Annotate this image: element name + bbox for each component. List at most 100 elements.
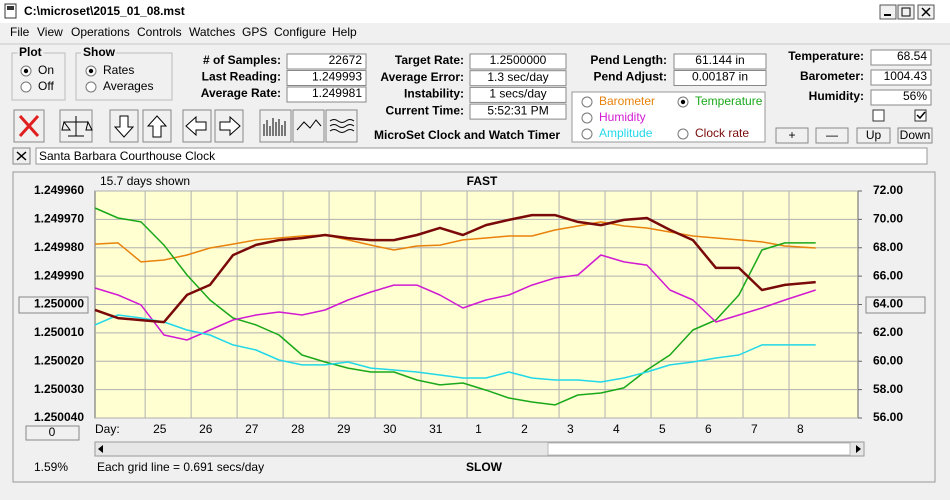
text-field[interactable] bbox=[286, 86, 367, 103]
radio-button[interactable] bbox=[581, 112, 593, 124]
y-tick-label: 1.250020 bbox=[34, 353, 84, 367]
text-field[interactable] bbox=[870, 49, 932, 66]
waves-icon bbox=[329, 119, 355, 133]
radio-dot bbox=[88, 68, 94, 74]
series-line bbox=[94, 314, 816, 383]
y2-tick-label: 56.00 bbox=[873, 410, 903, 424]
series-line bbox=[94, 207, 816, 406]
x-tick-label: 5 bbox=[659, 422, 666, 436]
field-label: # of Samples: bbox=[203, 53, 281, 67]
radio-label: Rates bbox=[103, 63, 134, 77]
y-tick-label: 1.250010 bbox=[34, 325, 84, 339]
grid-note: Each grid line = 0.691 secs/day bbox=[97, 460, 264, 474]
radio-button[interactable] bbox=[20, 81, 32, 93]
text-field[interactable] bbox=[469, 70, 567, 87]
group-title: Show bbox=[83, 45, 116, 59]
radio-dot bbox=[680, 99, 686, 105]
field-label: Last Reading: bbox=[202, 70, 281, 84]
field-label: Temperature: bbox=[788, 49, 864, 63]
x-tick-label: 30 bbox=[383, 422, 397, 436]
scroll-thumb[interactable] bbox=[547, 442, 851, 456]
y2-tick-label: 70.00 bbox=[873, 212, 903, 226]
field-value: 56% bbox=[903, 89, 927, 103]
radio-label: Off bbox=[38, 79, 54, 93]
radio-button[interactable] bbox=[677, 128, 689, 140]
text-field[interactable] bbox=[870, 89, 932, 106]
field-value: 1 secs/day bbox=[489, 87, 546, 101]
bars-icon bbox=[263, 118, 286, 136]
y2-tick-label: 58.00 bbox=[873, 382, 903, 396]
y-tick-label: 1.250040 bbox=[34, 410, 84, 424]
waves-button[interactable] bbox=[325, 109, 358, 143]
menu-item: Configure bbox=[274, 25, 326, 39]
field-label: Humidity: bbox=[809, 89, 864, 103]
legend-label: Temperature bbox=[695, 94, 763, 108]
app-icon bbox=[4, 3, 17, 19]
text-field[interactable] bbox=[673, 53, 767, 70]
legend-label: Amplitude bbox=[599, 126, 653, 140]
field-value: 61.144 in bbox=[695, 53, 744, 67]
minimize-button[interactable] bbox=[879, 4, 897, 20]
button[interactable] bbox=[815, 127, 849, 144]
radio-button[interactable] bbox=[581, 128, 593, 140]
field-label: Average Error: bbox=[380, 70, 464, 84]
text-field[interactable] bbox=[673, 70, 767, 86]
field-value: 1.2500000 bbox=[490, 53, 547, 67]
y-tick-label: 1.250030 bbox=[34, 382, 84, 396]
clear-icon bbox=[16, 151, 27, 161]
checkbox[interactable] bbox=[872, 109, 885, 122]
text-field[interactable] bbox=[870, 69, 932, 86]
menu-item: File bbox=[10, 25, 30, 39]
maximize-button[interactable] bbox=[897, 4, 915, 20]
x-tick-label: 29 bbox=[337, 422, 351, 436]
legend-label: Clock rate bbox=[695, 126, 749, 140]
checkbox[interactable] bbox=[914, 109, 927, 122]
field-value: 5:52:31 PM bbox=[487, 103, 548, 117]
scroll-value: 0 bbox=[49, 425, 56, 439]
menu-item: GPS bbox=[242, 25, 267, 39]
field-value: 22672 bbox=[329, 53, 363, 67]
baseline-button[interactable] bbox=[18, 296, 89, 314]
radio-button[interactable] bbox=[85, 81, 97, 93]
x-tick-label: 4 bbox=[613, 422, 620, 436]
radio-label: Averages bbox=[103, 79, 153, 93]
field-label: Pend Length: bbox=[590, 53, 667, 67]
button[interactable] bbox=[775, 127, 809, 144]
text-field[interactable] bbox=[469, 53, 567, 70]
field-label: Current Time: bbox=[386, 103, 464, 117]
text-field[interactable] bbox=[469, 86, 567, 103]
field-label: Target Rate: bbox=[395, 53, 464, 67]
y-tick-label: 1.249990 bbox=[34, 268, 84, 282]
clock-name-field[interactable] bbox=[35, 147, 928, 165]
bars-button[interactable] bbox=[259, 109, 292, 143]
button[interactable] bbox=[856, 127, 891, 144]
text-field[interactable] bbox=[469, 103, 567, 120]
x-tick-label: 27 bbox=[245, 422, 259, 436]
show-group bbox=[75, 52, 173, 101]
app-icon-detail bbox=[7, 6, 14, 10]
plot-group bbox=[11, 52, 66, 101]
x-tick-label: 28 bbox=[291, 422, 305, 436]
text-field[interactable] bbox=[286, 53, 367, 70]
days-shown: 15.7 days shown bbox=[100, 174, 190, 188]
scroll-value-button[interactable] bbox=[25, 425, 80, 441]
window-title: C:\microset\2015_01_08.mst bbox=[24, 4, 185, 18]
x-tick-label: 3 bbox=[567, 422, 574, 436]
text-field[interactable] bbox=[286, 70, 367, 86]
y-tick-label: 1.249970 bbox=[34, 212, 84, 226]
button-label: Down bbox=[900, 128, 931, 142]
field-label: Pend Adjust: bbox=[593, 70, 667, 84]
menu-item: Operations bbox=[71, 25, 130, 39]
up-icon bbox=[146, 115, 168, 138]
radio-button[interactable] bbox=[581, 96, 593, 108]
y2-tick-label: 68.00 bbox=[873, 240, 903, 254]
stop-icon bbox=[18, 114, 40, 138]
button[interactable] bbox=[897, 127, 933, 144]
app-subtitle: MicroSet Clock and Watch Timer bbox=[374, 128, 560, 142]
field-value: 1.249993 bbox=[312, 70, 362, 84]
y2-center-button[interactable] bbox=[865, 296, 926, 314]
series-line bbox=[94, 221, 816, 263]
down-icon bbox=[113, 115, 135, 138]
